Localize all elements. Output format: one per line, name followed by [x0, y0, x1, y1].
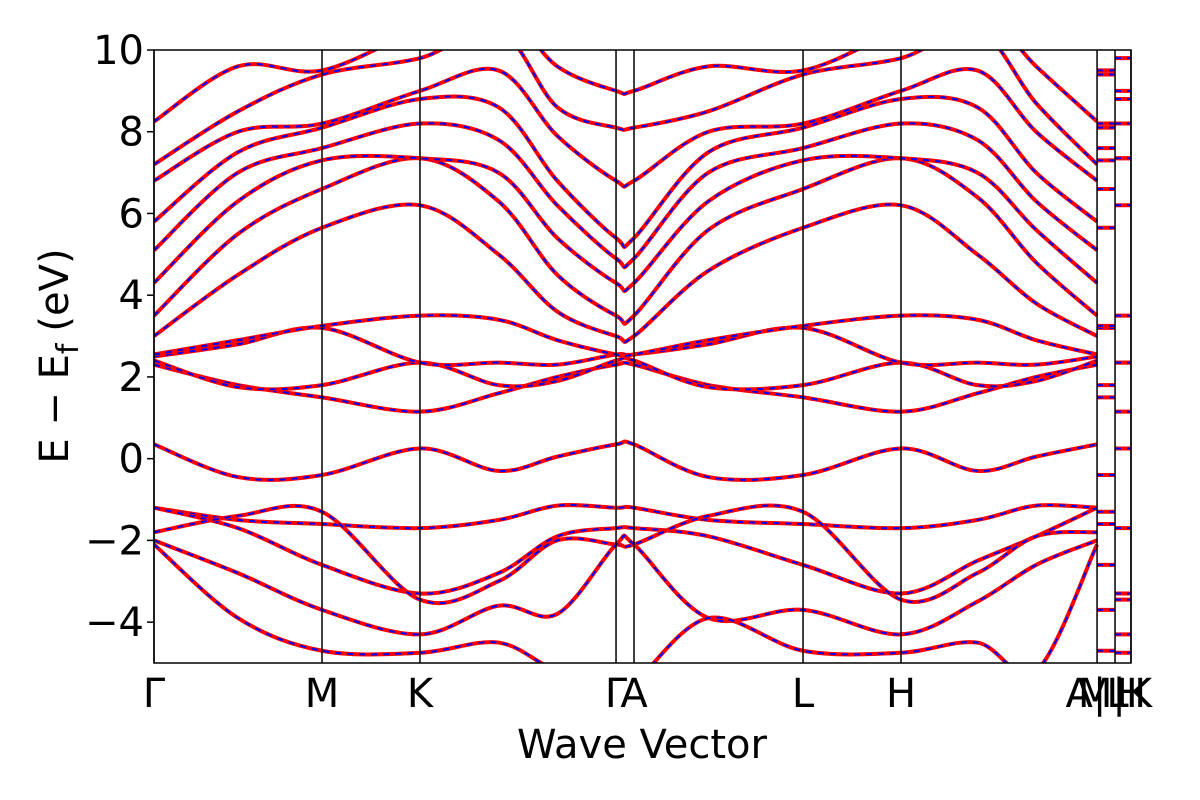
y-tick-label: 0 — [119, 437, 144, 483]
y-label-unit: (eV) — [32, 248, 78, 331]
band-line-dashed — [154, 506, 1131, 595]
band-line-dashed — [154, 534, 1131, 636]
band-line-dashed — [154, 50, 1131, 166]
band-line-dashed — [154, 543, 1131, 663]
x-tick-label: M|K — [1078, 671, 1154, 717]
band-line-dashed — [154, 203, 1131, 343]
y-tick-label: −4 — [85, 600, 144, 646]
band-line-dashed — [154, 122, 1131, 269]
band-line-dashed — [154, 504, 1131, 605]
y-tick-label: 4 — [119, 273, 144, 319]
band-line-dashed — [154, 440, 1131, 481]
y-tick-label: 6 — [119, 191, 144, 237]
x-tick-label: L — [792, 671, 815, 717]
y-tick-label: 10 — [93, 28, 144, 74]
x-tick-label: H — [1116, 671, 1146, 717]
y-tick-label: 8 — [119, 110, 144, 156]
band-line-dashed — [154, 154, 1131, 292]
x-tick-label: K — [407, 671, 435, 717]
y-tick-label: 2 — [119, 355, 144, 401]
x-axis-label: Wave Vector — [517, 722, 768, 768]
band-line-dashed — [154, 67, 1131, 188]
x-tick-label: H — [886, 671, 916, 717]
y-label-main: E − E — [32, 354, 78, 464]
y-axis-label: E − Ef (eV) — [32, 248, 86, 463]
band-line-dashed — [154, 95, 1131, 248]
x-tick-label: Γ — [143, 671, 166, 717]
x-tick-label: M — [305, 671, 340, 717]
x-tick-label: A — [620, 671, 648, 717]
plot-frame — [153, 49, 1132, 664]
x-tick-label: Γ — [605, 671, 628, 717]
band-layer — [154, 50, 1131, 663]
y-tick-label: −2 — [85, 518, 144, 564]
x-tick-label: A|L — [1065, 671, 1129, 717]
y-label-subscript: f — [51, 342, 86, 354]
